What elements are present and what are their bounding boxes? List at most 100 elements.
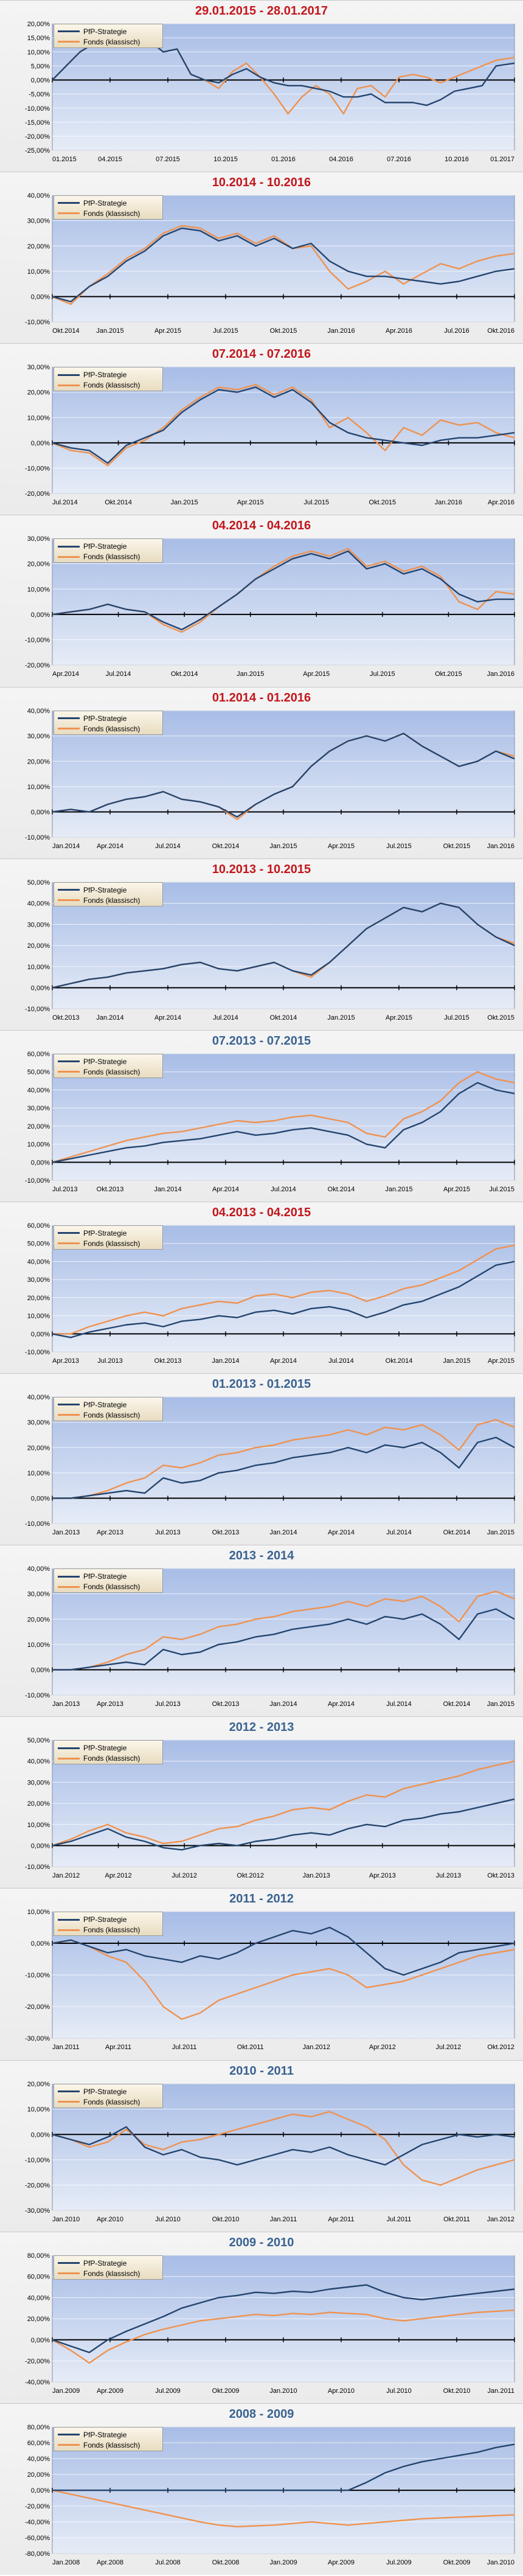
x-tick-label: Okt.2008 — [212, 2559, 240, 2566]
x-tick-label: Jul.2013 — [52, 1186, 78, 1193]
chart-title: 07.2014 - 07.2016 — [212, 347, 311, 361]
y-tick-label: 40,00% — [27, 1087, 50, 1094]
x-tick-label: Jan.2013 — [52, 1701, 80, 1708]
x-tick-label: Okt.2014 — [212, 843, 240, 850]
x-tick-label: Okt.2009 — [212, 2387, 240, 2395]
chart-title: 2008 - 2009 — [229, 2407, 294, 2421]
y-tick-label: 20,00% — [27, 21, 50, 28]
x-tick-label: Jan.2015 — [487, 1701, 514, 1708]
chart-panel: 2012 - 2013 -10,00% 0,00% 10,00% 20,00% 30,00… — [0, 1716, 523, 1888]
series-line-strategy — [52, 2443, 515, 2491]
chart-svg: -10,00% 0,00% 10,00% 20,00% 30,00% 40,00% 50,0… — [25, 1222, 515, 1365]
legend-item-fund: Fonds (klassisch) — [58, 1753, 140, 1763]
y-tick-label: -20,00% — [25, 663, 50, 670]
y-tick-label: 0,00% — [31, 294, 50, 301]
series-line-fund — [52, 2489, 515, 2527]
series-line-strategy — [52, 1436, 515, 1499]
legend-swatch — [58, 1071, 80, 1073]
legend-label: Fonds (klassisch) — [83, 552, 140, 562]
y-tick-label: -10,00% — [25, 105, 50, 113]
x-tick-label: Jul.2008 — [155, 2559, 181, 2566]
x-tick-label: Jan.2015 — [487, 1529, 514, 1536]
x-tick-label: Apr.2015 — [386, 1014, 412, 1022]
legend-swatch — [58, 2434, 80, 2436]
x-tick-label: Okt.2014 — [171, 671, 198, 678]
legend-item-strategy: PfP-Strategie — [58, 1914, 126, 1924]
series-line-strategy — [52, 1608, 515, 1671]
x-tick-label: Jan.2015 — [96, 327, 123, 335]
chart-panel: 10.2013 - 10.2015 -10,00% 0,00% 10,00% 20,00… — [0, 858, 523, 1030]
chart-panel: 2013 - 2014 -10,00% 0,00% 10,00% 20,00% 30,00… — [0, 1545, 523, 1717]
y-tick-label: -20,00% — [25, 2358, 50, 2365]
legend-label: Fonds (klassisch) — [83, 209, 140, 218]
chart-title: 10.2013 - 10.2015 — [212, 862, 311, 876]
x-tick-label: Jan.2015 — [385, 1186, 412, 1193]
chart-svg: -10,00% 0,00% 10,00% 20,00% 30,00% 40,00% Jan.… — [25, 1565, 515, 1708]
series-line-fund — [52, 2309, 515, 2364]
legend-item-fund: Fonds (klassisch) — [58, 2268, 140, 2278]
series-line-strategy — [52, 386, 515, 464]
y-tick-label: -20,00% — [25, 133, 50, 141]
y-tick-label: 60,00% — [27, 1222, 50, 1230]
legend-swatch — [58, 1414, 80, 1416]
x-tick-label: Jan.2013 — [303, 1872, 330, 1879]
x-tick-label: Okt.2011 — [443, 2216, 470, 2223]
x-tick-label: 01.2016 — [271, 156, 296, 163]
x-tick-label: Jan.2014 — [52, 843, 80, 850]
legend-label: PfP-Strategie — [83, 1400, 127, 1409]
y-tick-label: 20,00% — [27, 1616, 50, 1623]
x-tick-label: Okt.2014 — [386, 1357, 413, 1365]
x-tick-label: Apr.2011 — [328, 2216, 354, 2223]
legend-item-strategy: PfP-Strategie — [58, 541, 126, 551]
x-tick-label: Jul.2014 — [155, 843, 181, 850]
x-tick-label: Apr.2012 — [105, 1872, 132, 1879]
legend-swatch — [58, 1232, 80, 1234]
series-line-fund — [52, 1940, 515, 2021]
legend-swatch — [58, 2272, 80, 2275]
legend-label: PfP-Strategie — [83, 2087, 127, 2096]
y-tick-label: 0,00% — [31, 1940, 50, 1948]
chart-panel: 2011 - 2012 -30,00% -20,00% -10,00% 0,00% 10,… — [0, 1888, 523, 2060]
chart-title: 04.2013 - 04.2015 — [212, 1205, 311, 1219]
y-tick-label: 60,00% — [27, 2440, 50, 2447]
legend-item-fund: Fonds (klassisch) — [58, 37, 140, 46]
y-tick-label: 30,00% — [27, 1276, 50, 1284]
legend-label: PfP-Strategie — [83, 1228, 127, 1238]
legend-swatch — [58, 212, 80, 215]
x-tick-label: Okt.2016 — [487, 327, 514, 335]
legend: PfP-Strategie Fonds (klassisch) — [54, 2426, 163, 2451]
x-tick-label: Jan.2015 — [269, 843, 297, 850]
x-tick-label: Apr.2014 — [97, 843, 123, 850]
legend: PfP-Strategie Fonds (klassisch) — [54, 1397, 163, 1422]
x-tick-label: Jan.2015 — [237, 671, 264, 678]
legend-item-fund: Fonds (klassisch) — [58, 723, 140, 733]
chart-title: 04.2014 - 04.2016 — [212, 519, 311, 533]
y-tick-label: 30,00% — [27, 535, 50, 543]
y-tick-label: 60,00% — [27, 1051, 50, 1058]
y-tick-label: -15,00% — [25, 119, 50, 127]
series-line-strategy — [52, 2284, 515, 2353]
y-tick-label: 0,00% — [31, 2336, 50, 2344]
legend-label: PfP-Strategie — [83, 1744, 127, 1753]
legend-item-fund: Fonds (klassisch) — [58, 1410, 140, 1419]
y-tick-label: 10,00% — [27, 587, 50, 594]
y-tick-label: 10,00% — [27, 2106, 50, 2113]
legend: PfP-Strategie Fonds (klassisch) — [54, 195, 163, 220]
x-tick-label: Apr.2013 — [97, 1529, 123, 1536]
y-tick-label: -10,00% — [25, 1349, 50, 1356]
x-tick-label: Jan.2014 — [96, 1014, 123, 1022]
series-line-fund — [52, 1590, 515, 1671]
chart-panel: 07.2014 - 07.2016 -20,00% -10,00% 0,00% 10,0… — [0, 343, 523, 515]
x-tick-label: Jan.2015 — [327, 1014, 355, 1022]
legend-item-strategy: PfP-Strategie — [58, 2258, 126, 2268]
y-tick-label: 10,00% — [27, 1470, 50, 1477]
chart-panel: 2009 - 2010 -40,00% -20,00% 0,00% 20,00% 40,0… — [0, 2231, 523, 2403]
y-tick-label: 0,00% — [31, 440, 50, 447]
x-tick-label: Jan.2014 — [269, 1701, 297, 1708]
y-tick-label: 0,00% — [31, 1495, 50, 1503]
legend-label: Fonds (klassisch) — [83, 381, 140, 390]
x-tick-label: Apr.2014 — [328, 1529, 355, 1536]
x-tick-label: Apr.2015 — [443, 1186, 470, 1193]
chart-panel: 2008 - 2009 -80,00% -60,00% -40,00% -20,00% 0… — [0, 2403, 523, 2575]
